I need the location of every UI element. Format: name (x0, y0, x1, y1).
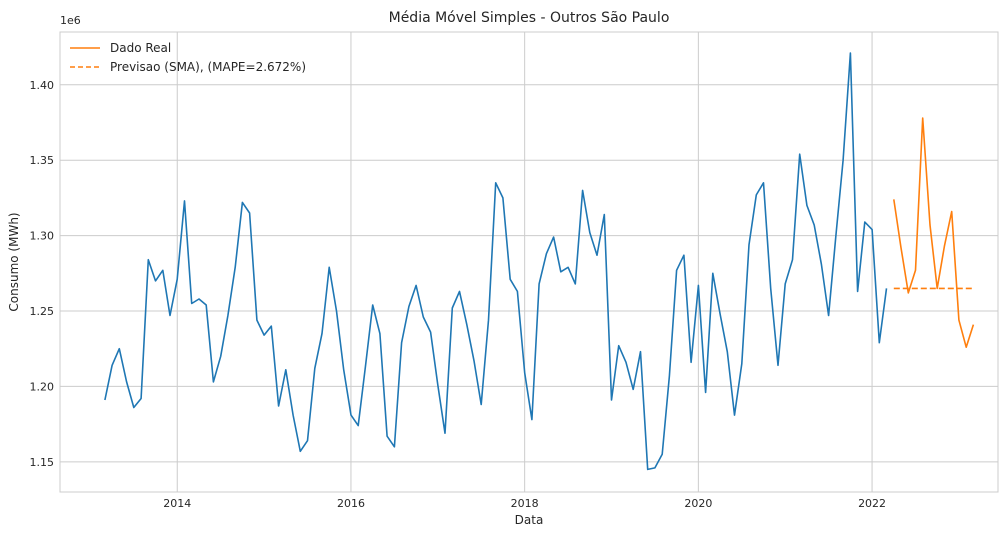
series-line-actual (893, 117, 975, 349)
legend: Dado Real Previsao (SMA), (MAPE=2.672%) (70, 41, 306, 74)
chart-title: Média Móvel Simples - Outros São Paulo (389, 10, 670, 26)
grid-lines (60, 32, 998, 492)
legend-label-forecast: Previsao (SMA), (MAPE=2.672%) (110, 60, 306, 74)
y-tick-label: 1.20 (30, 380, 55, 393)
y-tick-label: 1.25 (30, 305, 55, 318)
x-tick-label: 2016 (337, 497, 365, 510)
x-tick-label: 2020 (684, 497, 712, 510)
series-line-history (104, 52, 888, 471)
legend-label-actual: Dado Real (110, 41, 171, 55)
series-lines (104, 52, 975, 471)
y-tick-label: 1.35 (30, 154, 55, 167)
plot-area (59, 31, 999, 493)
y-axis-title: Consumo (MWh) (7, 212, 21, 311)
x-axis-title: Data (515, 513, 544, 527)
x-tick-label: 2014 (163, 497, 191, 510)
x-tick-label: 2018 (511, 497, 539, 510)
y-offset-label: 1e6 (60, 14, 81, 27)
y-tick-label: 1.30 (30, 230, 55, 243)
y-tick-label: 1.15 (30, 456, 55, 469)
x-tick-label: 2022 (858, 497, 886, 510)
y-tick-label: 1.40 (30, 79, 55, 92)
tick-labels: 2014 2016 2018 2020 2022 1.15 1.20 1.25 1.30 1.35… (30, 79, 887, 510)
